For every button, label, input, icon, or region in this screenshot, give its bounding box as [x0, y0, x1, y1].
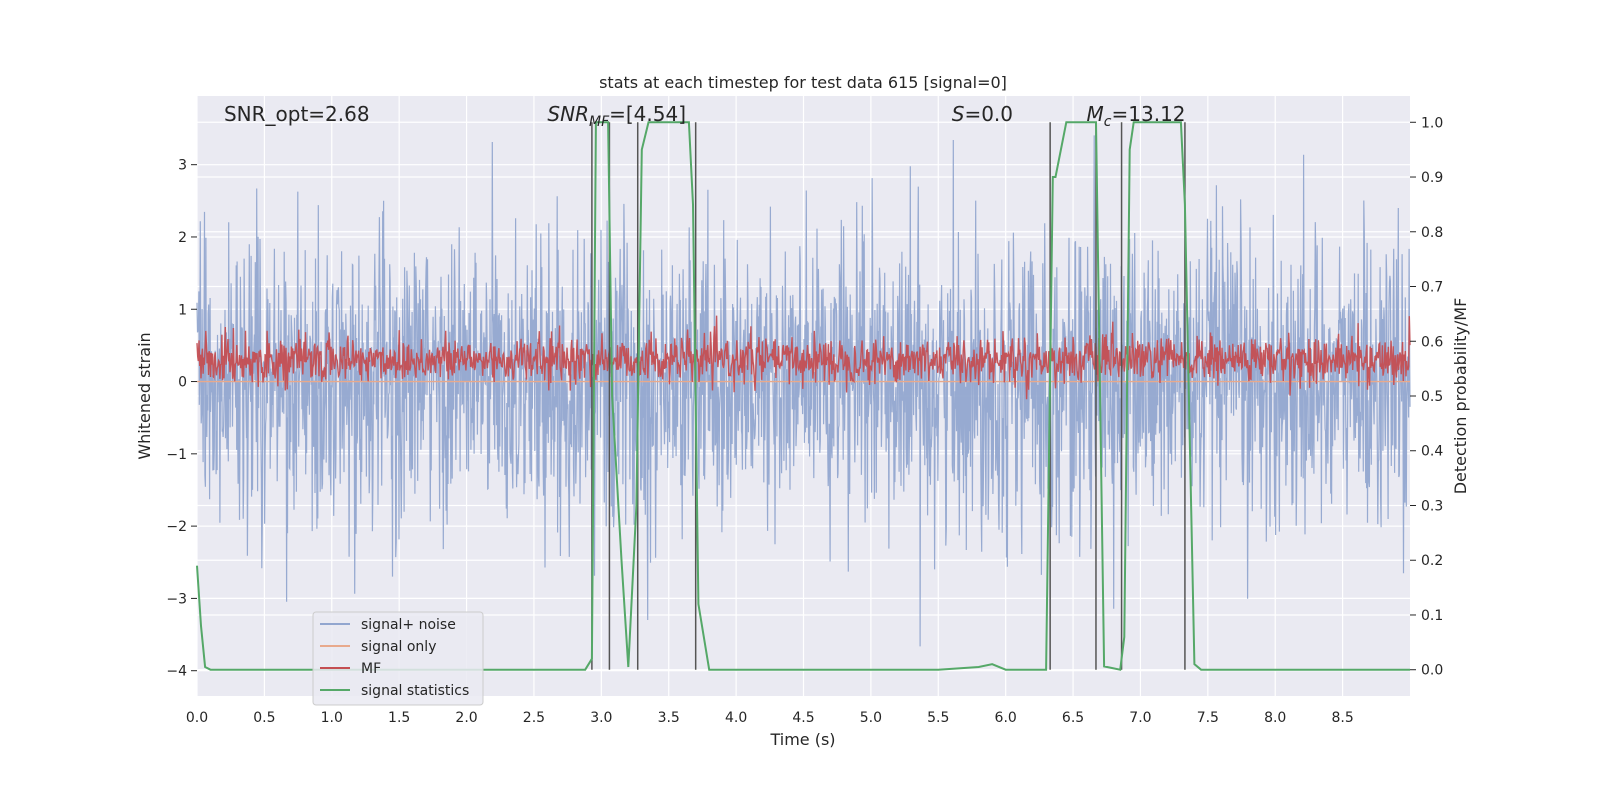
x-tick-label: 0.5 — [253, 710, 275, 726]
x-tick-label: 2.5 — [523, 710, 545, 726]
annotation-subscript: c — [1104, 114, 1112, 130]
x-tick-label: 1.0 — [321, 710, 343, 726]
annotation-0: SNR_opt=2.68 — [224, 102, 370, 126]
x-tick-label: 7.5 — [1197, 710, 1219, 726]
x-tick-label: 4.0 — [725, 710, 747, 726]
annotation-2: S=0.0 — [952, 102, 1013, 126]
y-tick-label-right: 1.0 — [1421, 115, 1443, 131]
y-tick-label-left: −1 — [166, 447, 187, 463]
y-axis-label-left: Whitened strain — [135, 332, 154, 459]
legend-box — [312, 611, 484, 706]
y-tick-label-right: 0.9 — [1421, 170, 1443, 186]
x-tick-label: 6.5 — [1062, 710, 1084, 726]
legend-label: signal statistics — [361, 683, 469, 699]
y-tick-label-right: 0.0 — [1421, 663, 1443, 679]
x-tick-label: 8.5 — [1331, 710, 1353, 726]
annotation-base: SNR_opt=2.68 — [224, 102, 370, 126]
y-tick-label-left: 2 — [178, 230, 187, 246]
axis-ticks: 0.0 0.5 1.0 1.5 2.0 2.5 3.0 3.5 4.0 4.5 5.0 5.5 6.0 6… — [166, 115, 1443, 726]
y-tick-label-right: 0.1 — [1421, 608, 1443, 624]
y-tick-label-right: 0.6 — [1421, 334, 1443, 350]
annotations: SNR_opt=2.68 SNRMF=[4.54] S=0.0 Mc=13.12 — [224, 102, 1186, 130]
x-tick-label: 5.0 — [860, 710, 882, 726]
annotation-tail: =0.0 — [964, 102, 1013, 126]
y-tick-label-left: 3 — [178, 158, 187, 174]
series-line-0 — [196, 135, 1411, 647]
x-tick-label: 2.0 — [455, 710, 477, 726]
legend: signal+ noise signal only MF signal statist… — [312, 611, 484, 706]
y-tick-label-left: −2 — [166, 519, 187, 535]
annotation-base: S — [952, 102, 965, 126]
y-axis-label-right: Detection probability/MF — [1451, 298, 1470, 495]
x-tick-label: 7.0 — [1129, 710, 1151, 726]
series-line-3 — [196, 121, 1410, 671]
x-axis-label: Time (s) — [769, 730, 835, 749]
annotation-1: SNRMF=[4.54] — [547, 102, 686, 130]
annotation-tail: =13.12 — [1112, 102, 1186, 126]
annotation-subscript: MF — [589, 114, 610, 130]
legend-label: signal only — [361, 639, 436, 655]
x-tick-label: 4.5 — [792, 710, 814, 726]
y-tick-label-left: −4 — [166, 664, 187, 680]
x-tick-label: 1.5 — [388, 710, 410, 726]
x-tick-label: 6.0 — [995, 710, 1017, 726]
y-tick-label-left: −3 — [166, 591, 187, 607]
chart-title: stats at each timestep for test data 615… — [599, 73, 1007, 92]
x-tick-label: 0.0 — [186, 710, 208, 726]
y-tick-label-right: 0.8 — [1421, 225, 1443, 241]
y-tick-label-right: 0.4 — [1421, 444, 1443, 460]
y-tick-label-right: 0.3 — [1421, 498, 1443, 514]
annotation-3: Mc=13.12 — [1087, 102, 1186, 130]
x-tick-label: 5.5 — [927, 710, 949, 726]
y-tick-label-right: 0.5 — [1421, 389, 1443, 405]
x-tick-label: 3.0 — [590, 710, 612, 726]
plot-data — [196, 121, 1411, 671]
x-tick-label: 3.5 — [658, 710, 680, 726]
y-tick-label-left: 1 — [178, 302, 187, 318]
y-tick-label-right: 0.7 — [1421, 280, 1443, 296]
legend-label: MF — [361, 661, 381, 677]
legend-label: signal+ noise — [361, 617, 456, 633]
y-tick-label-left: 0 — [178, 375, 187, 391]
y-tick-label-right: 0.2 — [1421, 553, 1443, 569]
annotation-base: SNR — [547, 102, 589, 126]
annotation-base: M — [1087, 102, 1104, 126]
x-tick-label: 8.0 — [1264, 710, 1286, 726]
series-line-2 — [196, 315, 1411, 400]
annotation-tail: =[4.54] — [609, 102, 686, 126]
